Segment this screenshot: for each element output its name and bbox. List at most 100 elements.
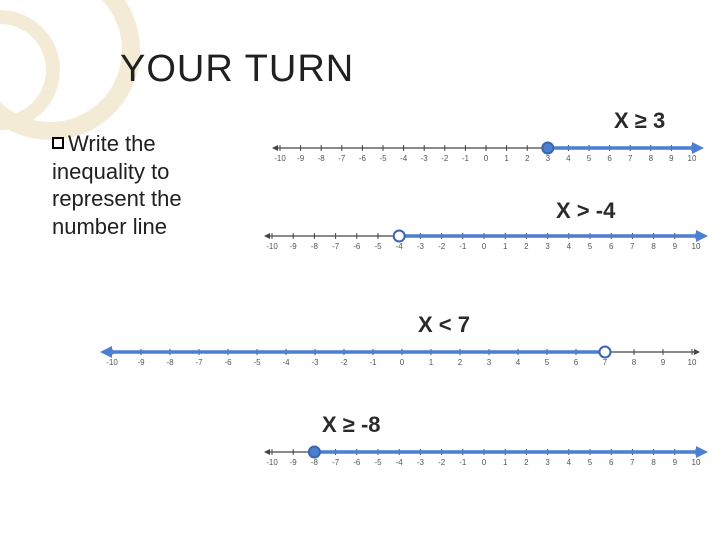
svg-text:-9: -9: [290, 242, 298, 251]
prompt-l3: represent the: [52, 186, 182, 211]
number-line-c: -10-9-8-7-6-5-4-3-2-1012345678910: [100, 342, 704, 376]
svg-text:5: 5: [545, 358, 550, 367]
svg-text:2: 2: [525, 154, 530, 163]
number-line-a: -10-9-8-7-6-5-4-3-2-1012345678910: [268, 138, 704, 172]
svg-text:10: 10: [688, 358, 697, 367]
svg-text:1: 1: [503, 242, 508, 251]
svg-text:1: 1: [504, 154, 509, 163]
svg-text:-4: -4: [396, 242, 404, 251]
svg-text:-1: -1: [459, 242, 467, 251]
svg-text:6: 6: [574, 358, 579, 367]
svg-text:-8: -8: [166, 358, 174, 367]
svg-text:-2: -2: [340, 358, 348, 367]
svg-text:-1: -1: [369, 358, 377, 367]
svg-text:1: 1: [429, 358, 434, 367]
prompt-l2: inequality to: [52, 159, 169, 184]
bullet-square-icon: [52, 137, 64, 149]
number-line-b-svg: -10-9-8-7-6-5-4-3-2-1012345678910: [260, 226, 708, 260]
slide-title: YOUR TURN: [120, 48, 354, 91]
svg-text:-2: -2: [441, 154, 449, 163]
prompt-text: Write the inequality to represent the nu…: [52, 130, 252, 240]
svg-text:-8: -8: [311, 458, 319, 467]
svg-text:-10: -10: [106, 358, 118, 367]
svg-text:-9: -9: [137, 358, 145, 367]
svg-text:-6: -6: [224, 358, 232, 367]
svg-text:-5: -5: [379, 154, 387, 163]
svg-text:6: 6: [609, 458, 614, 467]
svg-text:-3: -3: [417, 458, 425, 467]
svg-text:-5: -5: [374, 242, 382, 251]
inequality-label-a: X ≥ 3: [614, 108, 665, 134]
svg-text:-1: -1: [459, 458, 467, 467]
svg-text:6: 6: [609, 242, 614, 251]
svg-text:7: 7: [630, 458, 635, 467]
svg-text:-8: -8: [311, 242, 319, 251]
svg-text:-2: -2: [438, 242, 446, 251]
svg-text:-6: -6: [353, 242, 361, 251]
svg-text:10: 10: [692, 458, 701, 467]
svg-text:-3: -3: [417, 242, 425, 251]
svg-text:7: 7: [630, 242, 635, 251]
svg-text:8: 8: [649, 154, 654, 163]
svg-text:-9: -9: [297, 154, 305, 163]
svg-text:9: 9: [673, 242, 678, 251]
svg-text:3: 3: [545, 458, 550, 467]
svg-text:2: 2: [458, 358, 463, 367]
svg-text:7: 7: [603, 358, 608, 367]
svg-text:3: 3: [545, 242, 550, 251]
svg-text:4: 4: [566, 154, 571, 163]
svg-text:9: 9: [661, 358, 666, 367]
svg-text:9: 9: [669, 154, 674, 163]
svg-text:-7: -7: [332, 458, 340, 467]
svg-text:-3: -3: [421, 154, 429, 163]
inequality-label-c: X < 7: [418, 312, 470, 338]
svg-text:3: 3: [546, 154, 551, 163]
number-line-c-svg: -10-9-8-7-6-5-4-3-2-1012345678910: [100, 342, 704, 376]
svg-text:10: 10: [688, 154, 697, 163]
svg-text:-6: -6: [353, 458, 361, 467]
svg-text:10: 10: [692, 242, 701, 251]
svg-text:6: 6: [607, 154, 612, 163]
svg-text:-10: -10: [274, 154, 286, 163]
svg-text:5: 5: [588, 242, 593, 251]
svg-text:0: 0: [400, 358, 405, 367]
svg-text:-9: -9: [290, 458, 298, 467]
prompt-l4: number line: [52, 214, 167, 239]
svg-text:3: 3: [487, 358, 492, 367]
svg-text:0: 0: [482, 458, 487, 467]
svg-text:-4: -4: [400, 154, 408, 163]
svg-text:4: 4: [567, 458, 572, 467]
svg-text:4: 4: [567, 242, 572, 251]
number-line-d: -10-9-8-7-6-5-4-3-2-1012345678910: [260, 442, 708, 476]
inequality-label-b: X > -4: [556, 198, 615, 224]
svg-text:-5: -5: [374, 458, 382, 467]
svg-text:9: 9: [673, 458, 678, 467]
svg-text:-6: -6: [359, 154, 367, 163]
svg-text:-8: -8: [318, 154, 326, 163]
svg-text:0: 0: [484, 154, 489, 163]
number-line-a-svg: -10-9-8-7-6-5-4-3-2-1012345678910: [268, 138, 704, 172]
svg-text:-3: -3: [311, 358, 319, 367]
svg-text:8: 8: [651, 458, 656, 467]
svg-text:-7: -7: [338, 154, 346, 163]
svg-text:4: 4: [516, 358, 521, 367]
svg-text:-4: -4: [282, 358, 290, 367]
svg-text:5: 5: [587, 154, 592, 163]
svg-text:8: 8: [651, 242, 656, 251]
svg-text:-1: -1: [462, 154, 470, 163]
svg-text:0: 0: [482, 242, 487, 251]
svg-text:8: 8: [632, 358, 637, 367]
svg-text:2: 2: [524, 458, 529, 467]
svg-text:2: 2: [524, 242, 529, 251]
number-line-d-svg: -10-9-8-7-6-5-4-3-2-1012345678910: [260, 442, 708, 476]
svg-text:-7: -7: [195, 358, 203, 367]
prompt-l1: Write the: [68, 131, 156, 156]
svg-text:7: 7: [628, 154, 633, 163]
number-line-b: -10-9-8-7-6-5-4-3-2-1012345678910: [260, 226, 708, 260]
svg-text:-5: -5: [253, 358, 261, 367]
svg-text:5: 5: [588, 458, 593, 467]
svg-text:-4: -4: [396, 458, 404, 467]
svg-text:1: 1: [503, 458, 508, 467]
svg-text:-10: -10: [266, 458, 278, 467]
inequality-label-d: X ≥ -8: [322, 412, 381, 438]
